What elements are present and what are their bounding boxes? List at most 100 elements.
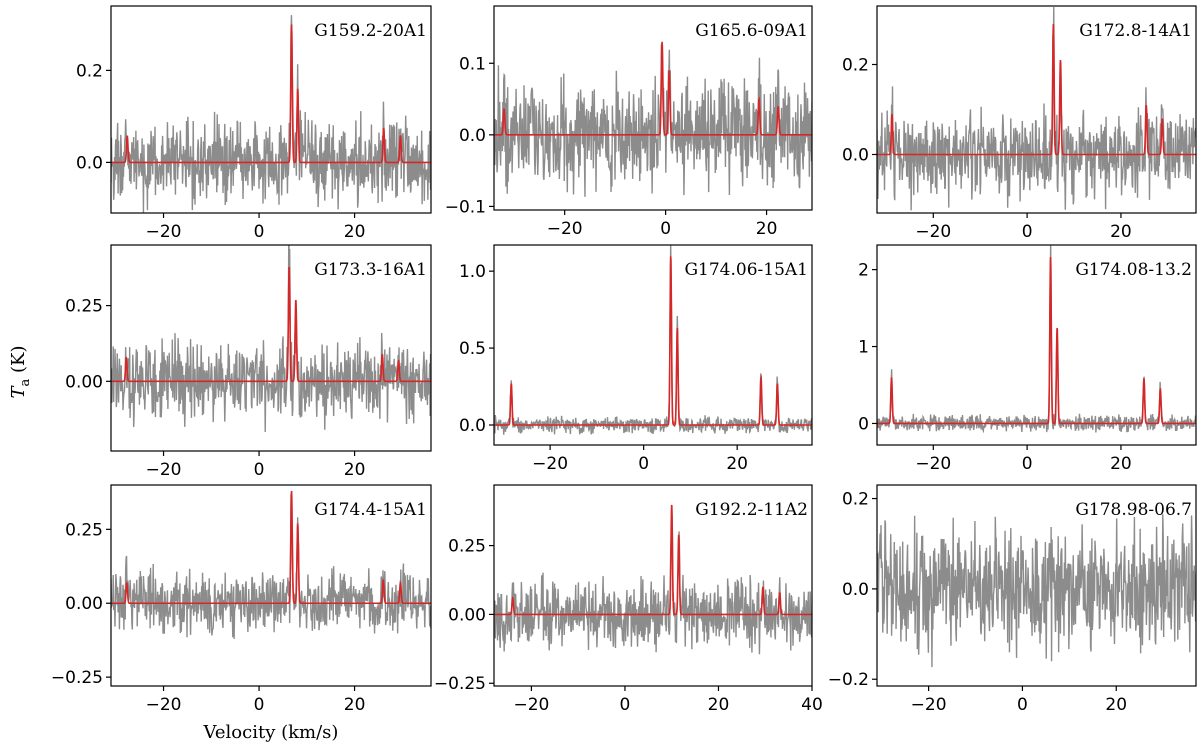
x-tick-label: 20 bbox=[1110, 454, 1132, 474]
x-tick-label: 40 bbox=[801, 695, 823, 715]
panel-label: G174.08-13.2 bbox=[1075, 260, 1192, 280]
observed-spectrum bbox=[494, 43, 812, 197]
x-tick-label: 0 bbox=[620, 695, 631, 715]
x-tick-label: −20 bbox=[915, 222, 951, 242]
x-tick-label: 0 bbox=[254, 460, 265, 480]
x-tick-label: 20 bbox=[1105, 695, 1127, 715]
panel-label: G159.2-20A1 bbox=[314, 21, 427, 41]
model-fit-line bbox=[877, 256, 1196, 425]
x-tick-label: −20 bbox=[513, 695, 549, 715]
y-tick-label: 0.25 bbox=[65, 297, 103, 317]
y-tick-label: 0.0 bbox=[842, 146, 869, 166]
observed-spectrum bbox=[111, 493, 431, 639]
y-tick-label: −0.2 bbox=[828, 670, 869, 690]
y-tick-label: 0.25 bbox=[65, 520, 103, 540]
spectrum-panel-3: −20 0 20 0.0 0.2 G172.8-14A1 bbox=[842, 5, 1197, 242]
y-tick-label: 0.0 bbox=[459, 416, 486, 436]
y-tick-label: −0.25 bbox=[434, 674, 486, 694]
spectrum-panel-2: −20 0 20 −0.1 0.0 0.1 G165.6-09A1 bbox=[445, 5, 813, 239]
y-tick-label: 2 bbox=[858, 261, 869, 281]
y-axis-title: Ta (K) bbox=[8, 346, 33, 399]
y-tick-label: 0.1 bbox=[459, 54, 486, 74]
x-tick-label: −20 bbox=[146, 695, 182, 715]
x-tick-label: −20 bbox=[146, 460, 182, 480]
x-tick-label: 0 bbox=[1022, 454, 1033, 474]
spectrum-panel-1: −20 0 20 0.0 0.2 G159.2-20A1 bbox=[76, 5, 432, 242]
spectrum-panel-4: −20 0 20 0.00 0.25 G173.3-16A1 bbox=[65, 244, 432, 480]
model-fit-line bbox=[111, 266, 431, 383]
model-fit-line bbox=[877, 24, 1196, 156]
panel-label: G174.4-15A1 bbox=[314, 500, 427, 520]
y-tick-label: 1 bbox=[858, 338, 869, 358]
y-tick-label: −0.1 bbox=[445, 197, 486, 217]
y-tick-label: 0.0 bbox=[459, 126, 486, 146]
observed-spectrum bbox=[494, 513, 812, 655]
model-fit-line bbox=[111, 490, 431, 605]
x-tick-label: 20 bbox=[708, 695, 730, 715]
y-tick-label: 0.2 bbox=[842, 490, 869, 510]
y-tick-label: 0.00 bbox=[65, 372, 103, 392]
y-tick-label: 0.0 bbox=[76, 153, 103, 173]
y-tick-label: 0.00 bbox=[65, 594, 103, 614]
x-tick-label: 20 bbox=[726, 454, 748, 474]
model-fit-line bbox=[494, 41, 812, 136]
x-tick-label: 0 bbox=[1022, 222, 1033, 242]
observed-spectrum bbox=[111, 15, 431, 213]
x-tick-label: 20 bbox=[344, 460, 366, 480]
model-fit-line bbox=[494, 256, 812, 426]
x-axis-title: Velocity (km/s) bbox=[203, 722, 339, 743]
x-tick-label: 0 bbox=[638, 454, 649, 474]
spectrum-panel-5: −20 0 20 0.0 0.5 1.0 G174.06-15A1 bbox=[459, 244, 813, 474]
x-tick-label: −20 bbox=[547, 219, 583, 239]
x-tick-label: 0 bbox=[254, 695, 265, 715]
y-tick-label: 0.2 bbox=[842, 56, 869, 76]
x-tick-label: −20 bbox=[146, 222, 182, 242]
axes-frame bbox=[876, 5, 1197, 214]
model-fit-line bbox=[494, 504, 812, 616]
axes-frame bbox=[493, 484, 813, 687]
x-tick-label: 20 bbox=[756, 219, 778, 239]
x-tick-label: 20 bbox=[1110, 222, 1132, 242]
x-tick-label: 20 bbox=[344, 222, 366, 242]
spectrum-panel-9: −20 0 20 −0.2 0.0 0.2 G178.98-06.7 bbox=[828, 484, 1197, 715]
model-fit-line bbox=[111, 24, 431, 164]
panel-label: G172.8-14A1 bbox=[1079, 21, 1192, 41]
x-tick-label: −20 bbox=[911, 695, 947, 715]
axes-frame bbox=[110, 244, 432, 452]
panel-label: G174.06-15A1 bbox=[684, 260, 808, 280]
y-axis-unit: (K) bbox=[8, 346, 29, 379]
x-tick-label: 0 bbox=[254, 222, 265, 242]
panel-label: G178.98-06.7 bbox=[1075, 500, 1192, 520]
spectrum-panel-7: −20 0 20 −0.25 0.00 0.25 G174.4-15A1 bbox=[51, 484, 432, 715]
axes-frame bbox=[110, 484, 432, 687]
y-axis-subscript: a bbox=[18, 378, 33, 386]
spectrum-panel-8: −20 0 20 40 −0.25 0.00 0.25 G192.2-11A2 bbox=[434, 484, 823, 715]
observed-spectrum bbox=[111, 245, 431, 432]
x-tick-label: 0 bbox=[660, 219, 671, 239]
y-axis-symbol: T bbox=[8, 385, 29, 399]
panel-label: G165.6-09A1 bbox=[695, 21, 808, 41]
spectrum-panel-6: −20 0 20 0 1 2 G174.08-13.2 bbox=[858, 244, 1197, 474]
y-tick-label: 0.0 bbox=[842, 580, 869, 600]
y-tick-label: 0.25 bbox=[448, 537, 486, 557]
y-tick-label: 0.5 bbox=[459, 339, 486, 359]
y-tick-label: 1.0 bbox=[459, 262, 486, 282]
observed-spectrum bbox=[877, 514, 1196, 668]
x-tick-label: −20 bbox=[915, 454, 951, 474]
x-tick-label: 20 bbox=[344, 695, 366, 715]
x-tick-label: −20 bbox=[532, 454, 568, 474]
observed-spectrum bbox=[877, 6, 1196, 211]
panel-label: G192.2-11A2 bbox=[695, 500, 808, 520]
y-tick-label: 0.00 bbox=[448, 605, 486, 625]
panel-label: G173.3-16A1 bbox=[314, 260, 427, 280]
y-tick-label: 0.2 bbox=[76, 61, 103, 81]
y-tick-label: −0.25 bbox=[51, 668, 103, 688]
axes-frame bbox=[876, 484, 1197, 687]
axes-frame bbox=[876, 244, 1197, 446]
axes-frame bbox=[493, 5, 813, 211]
x-tick-label: 0 bbox=[1017, 695, 1028, 715]
axes-frame bbox=[110, 5, 432, 214]
axes-frame bbox=[493, 244, 813, 446]
y-tick-label: 0 bbox=[858, 414, 869, 434]
